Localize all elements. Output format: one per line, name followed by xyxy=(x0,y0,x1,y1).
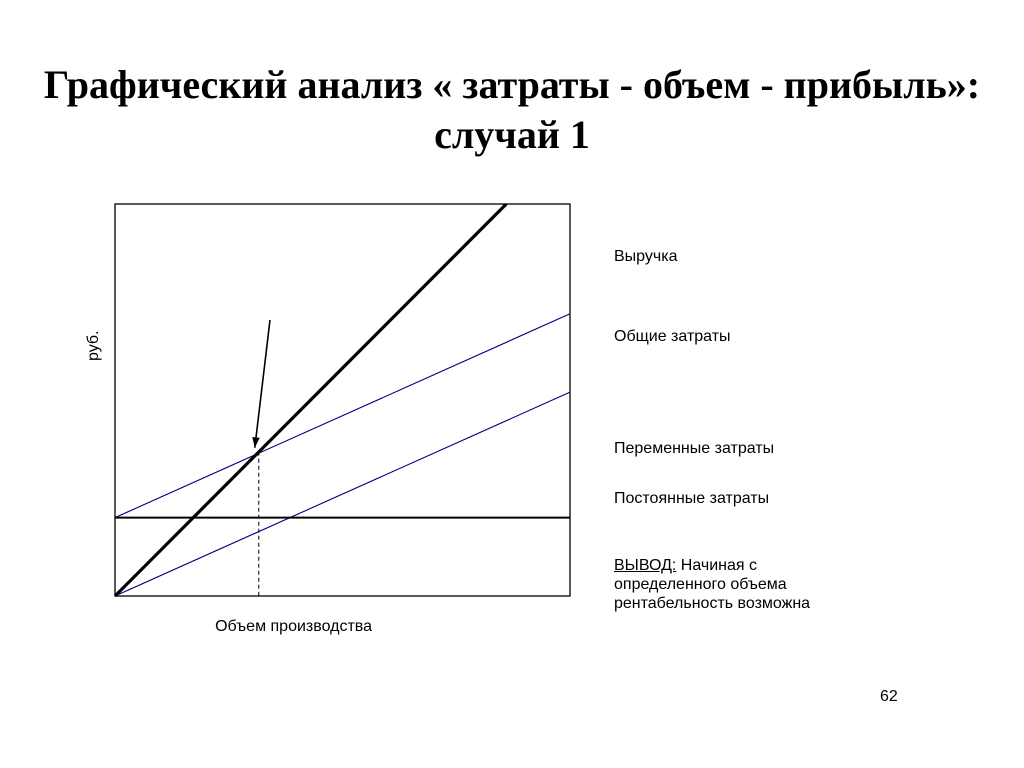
conclusion-lead: ВЫВОД: xyxy=(614,557,676,574)
label-variable-costs: Переменные затраты xyxy=(614,440,774,458)
chart-svg xyxy=(0,0,1024,768)
label-fixed-costs: Постоянные затраты xyxy=(614,490,769,508)
page-number: 62 xyxy=(880,688,898,706)
x-axis-label: Объем производства xyxy=(215,618,372,636)
label-total-costs: Общие затраты xyxy=(614,328,731,346)
slide-root: Графический анализ « затраты - объем - п… xyxy=(0,0,1024,768)
conclusion-line2: определенного объема xyxy=(614,576,787,593)
conclusion-line1: Начиная с xyxy=(676,557,757,574)
conclusion-text: ВЫВОД: Начиная с определенного объема ре… xyxy=(614,556,810,614)
label-revenue: Выручка xyxy=(614,248,677,266)
conclusion-line3: рентабельность возможна xyxy=(614,595,810,612)
